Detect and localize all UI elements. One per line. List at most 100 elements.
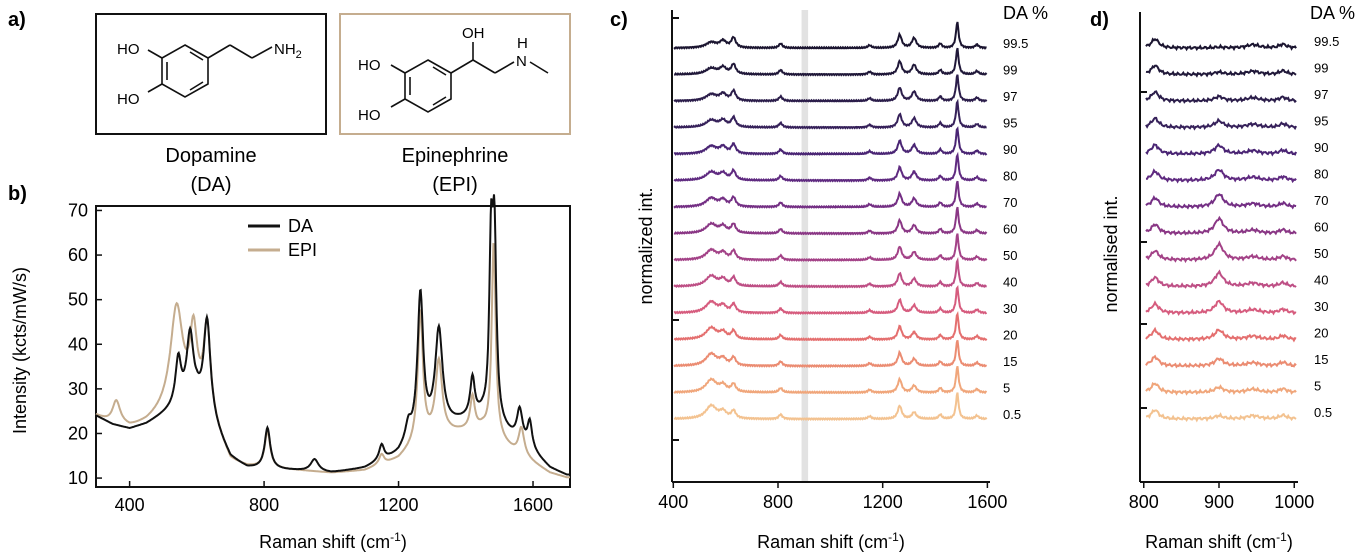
spectrum-d-40 bbox=[1145, 269, 1297, 290]
series-label: 40 bbox=[1314, 273, 1328, 288]
plot-b: 10 20 30 40 50 60 70 400 800 1200 1600 Raman shift … bbox=[10, 194, 571, 552]
spectrum-c-15 bbox=[673, 339, 988, 369]
series-label: 70 bbox=[1003, 195, 1017, 210]
legend-title: DA % bbox=[1003, 3, 1048, 23]
epinephrine-h: H bbox=[517, 35, 528, 52]
series-label: 97 bbox=[1314, 87, 1328, 102]
x-tick-label: 1600 bbox=[967, 492, 1007, 512]
series-label: 70 bbox=[1314, 193, 1328, 208]
series-label: 97 bbox=[1003, 89, 1017, 104]
epinephrine-name: Epinephrine bbox=[402, 145, 509, 167]
epinephrine-ho-bottom: HO bbox=[358, 107, 381, 124]
panel-label-a: a) bbox=[8, 9, 26, 31]
epinephrine-ho-top: HO bbox=[358, 57, 381, 74]
series-label: 5 bbox=[1003, 381, 1010, 396]
x-tick-label: 800 bbox=[1129, 492, 1159, 512]
spectrum-c-40 bbox=[673, 256, 988, 289]
spectrum-d-95 bbox=[1145, 116, 1297, 131]
x-tick-label: 1000 bbox=[1274, 492, 1314, 512]
x-axis-label: Raman shift (cm-1) bbox=[757, 530, 905, 552]
series-label: 80 bbox=[1003, 169, 1017, 184]
spectrum-d-0.5 bbox=[1145, 409, 1297, 423]
spectrum-d-50 bbox=[1145, 240, 1297, 264]
spectrum-d-90 bbox=[1145, 142, 1298, 157]
plot-b-frame bbox=[95, 205, 571, 488]
dopamine-ho-top: HO bbox=[117, 41, 140, 58]
spectrum-c-95 bbox=[673, 98, 987, 130]
series-label: 90 bbox=[1314, 140, 1328, 155]
y-tick-label: 70 bbox=[68, 200, 88, 220]
y-axis-label: Intensity (kcts/mW/s) bbox=[10, 267, 30, 434]
plot-c: 400 800 1200 1600 Raman shift (cm-1) normaliz… bbox=[636, 3, 1048, 552]
spectrum-d-99 bbox=[1145, 64, 1297, 78]
spectrum-d-15 bbox=[1145, 354, 1297, 369]
series-label: 30 bbox=[1003, 301, 1017, 316]
dopamine-name: Dopamine bbox=[165, 145, 256, 167]
dopamine-structure bbox=[147, 44, 273, 98]
series-label: 99.5 bbox=[1003, 36, 1028, 51]
spectrum-d-80 bbox=[1145, 168, 1297, 184]
spectrum-d-99.5 bbox=[1145, 37, 1297, 52]
legend-entry: EPI bbox=[288, 240, 317, 260]
epinephrine-box bbox=[339, 13, 571, 135]
epinephrine-abbr: (EPI) bbox=[432, 174, 478, 196]
spectrum-c-99.5 bbox=[673, 21, 987, 50]
x-tick-label: 400 bbox=[115, 495, 145, 515]
y-axis-label: normalized int. bbox=[636, 187, 656, 304]
series-label: 15 bbox=[1314, 352, 1328, 367]
series-label: 15 bbox=[1003, 354, 1017, 369]
y-tick-label: 60 bbox=[68, 245, 88, 265]
series-line-da bbox=[95, 194, 571, 476]
series-label: 50 bbox=[1003, 248, 1017, 263]
y-tick-label: 20 bbox=[68, 423, 88, 443]
spectrum-c-50 bbox=[673, 233, 988, 262]
dopamine-ho-bottom: HO bbox=[117, 91, 140, 108]
x-tick-label: 1200 bbox=[379, 495, 419, 515]
spectrum-d-70 bbox=[1145, 193, 1297, 210]
series-label: 60 bbox=[1003, 222, 1017, 237]
series-label: 30 bbox=[1314, 299, 1328, 314]
x-tick-label: 1200 bbox=[863, 492, 903, 512]
x-tick-label: 900 bbox=[1204, 492, 1234, 512]
epinephrine-structure bbox=[390, 42, 549, 113]
series-label: 95 bbox=[1003, 116, 1017, 131]
x-tick-label: 800 bbox=[249, 495, 279, 515]
epinephrine-n: N bbox=[516, 53, 527, 70]
x-axis-label: Raman shift (cm-1) bbox=[1145, 530, 1293, 552]
highlight-band bbox=[801, 10, 809, 482]
spectrum-c-99 bbox=[673, 47, 988, 77]
panel-label-b: b) bbox=[8, 183, 27, 205]
series-label: 80 bbox=[1314, 167, 1328, 182]
series-label: 60 bbox=[1314, 220, 1328, 235]
series-label: 40 bbox=[1003, 275, 1017, 290]
y-tick-label: 10 bbox=[68, 468, 88, 488]
spectrum-d-5 bbox=[1145, 382, 1297, 396]
panel-label-c: c) bbox=[610, 9, 628, 31]
epinephrine-oh: OH bbox=[462, 25, 485, 42]
spectrum-c-90 bbox=[673, 126, 988, 156]
series-label: 95 bbox=[1314, 114, 1328, 129]
spectrum-c-30 bbox=[673, 285, 988, 315]
series-label: 20 bbox=[1003, 328, 1017, 343]
dopamine-nh2: NH2 bbox=[274, 41, 302, 61]
series-label: 50 bbox=[1314, 246, 1328, 261]
plot-d: 800 900 1000 Raman shift (cm-1) normalised i… bbox=[1101, 3, 1355, 552]
y-tick-label: 30 bbox=[68, 379, 88, 399]
spectrum-c-0.5 bbox=[673, 392, 988, 422]
spectrum-c-80 bbox=[673, 151, 988, 183]
series-label: 99 bbox=[1003, 63, 1017, 78]
series-label: 0.5 bbox=[1314, 405, 1332, 420]
x-tick-label: 400 bbox=[658, 492, 688, 512]
series-label: 5 bbox=[1314, 379, 1321, 394]
series-label: 99 bbox=[1314, 61, 1328, 76]
y-tick-label: 40 bbox=[68, 334, 88, 354]
spectrum-c-20 bbox=[673, 310, 988, 342]
x-axis-label: Raman shift (cm-1) bbox=[259, 530, 407, 552]
spectrum-c-5 bbox=[673, 365, 988, 395]
spectrum-c-97 bbox=[673, 74, 988, 103]
spectrum-d-97 bbox=[1145, 90, 1297, 104]
legend-title: DA % bbox=[1310, 3, 1355, 23]
dopamine-abbr: (DA) bbox=[190, 174, 231, 196]
spectrum-c-60 bbox=[673, 206, 988, 236]
